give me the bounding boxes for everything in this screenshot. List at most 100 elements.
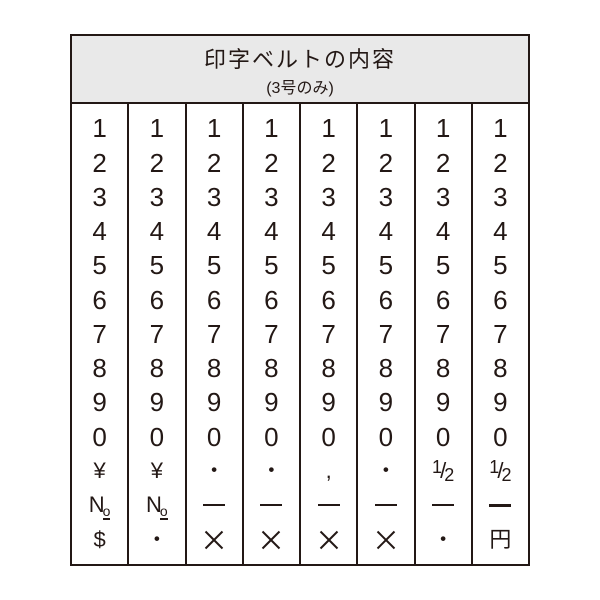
dash-icon [375, 504, 397, 506]
belt-cell: 8 [244, 352, 299, 385]
belt-cell: , [301, 455, 356, 488]
belt-cell: 2 [72, 146, 127, 179]
belt-cell: 0 [244, 420, 299, 453]
belt-cell: 6 [301, 283, 356, 316]
belt-cell: 2 [244, 146, 299, 179]
belt-cell [187, 489, 242, 522]
belt-cell: 6 [416, 283, 471, 316]
belt-cell: ・ [358, 455, 413, 488]
belt-cell: 1 [129, 112, 184, 145]
belt-cell: ・ [129, 523, 184, 556]
belt-cell [416, 489, 471, 522]
belt-cell: ・ [416, 523, 471, 556]
belt-content-table: 印字ベルトの内容 (3号のみ) 1234567890¥No$1234567890… [70, 34, 530, 566]
belt-cell: 7 [416, 318, 471, 351]
belt-cell: 4 [473, 215, 528, 248]
belt-cell: 5 [416, 249, 471, 282]
belt-cell: 7 [72, 318, 127, 351]
belt-cell: 1/2 [473, 455, 528, 488]
belt-cell: ・ [187, 455, 242, 488]
table-title: 印字ベルトの内容 [72, 42, 528, 74]
belt-cell [473, 489, 528, 522]
belt-cell: 7 [301, 318, 356, 351]
belt-cell: 4 [244, 215, 299, 248]
belt-cell: 1/2 [416, 455, 471, 488]
cross-icon [319, 530, 339, 550]
belt-cell: 1 [473, 112, 528, 145]
belt-cell [301, 523, 356, 556]
belt-cell: 4 [301, 215, 356, 248]
belt-cell: 8 [416, 352, 471, 385]
belt-cell: 0 [187, 420, 242, 453]
belt-cell [244, 489, 299, 522]
no-symbol: No [146, 491, 168, 521]
belt-cell: 3 [301, 181, 356, 214]
belt-cell: 6 [244, 283, 299, 316]
belt-cell: 9 [244, 386, 299, 419]
dash-icon [432, 504, 454, 506]
belt-cell: 9 [72, 386, 127, 419]
belt-cell: 0 [301, 420, 356, 453]
belt-cell: 5 [72, 249, 127, 282]
belt-cell: 4 [129, 215, 184, 248]
belt-cell: 7 [473, 318, 528, 351]
belt-cell: 2 [473, 146, 528, 179]
belt-cell: 5 [187, 249, 242, 282]
belt-cell [358, 489, 413, 522]
belt-cell: 5 [301, 249, 356, 282]
belt-cell [301, 489, 356, 522]
belt-cell: 7 [358, 318, 413, 351]
belt-cell: 2 [358, 146, 413, 179]
belt-cell: 6 [129, 283, 184, 316]
belt-cell: 6 [187, 283, 242, 316]
belt-column: 1234567890・ [244, 104, 301, 564]
dash-icon [318, 504, 340, 506]
table-header: 印字ベルトの内容 (3号のみ) [72, 36, 528, 104]
belt-cell: 6 [358, 283, 413, 316]
belt-cell: 6 [473, 283, 528, 316]
belt-cell: 8 [187, 352, 242, 385]
belt-cell: 4 [187, 215, 242, 248]
belt-column: 1234567890¥No$ [72, 104, 129, 564]
belt-cell: 3 [473, 181, 528, 214]
dash-icon [260, 504, 282, 506]
belt-cell: 2 [301, 146, 356, 179]
belt-cell: 6 [72, 283, 127, 316]
belt-cell: 8 [473, 352, 528, 385]
belt-cell: 3 [244, 181, 299, 214]
belt-cell [244, 523, 299, 556]
belt-cell: 4 [358, 215, 413, 248]
belt-cell: 8 [129, 352, 184, 385]
belt-cell [358, 523, 413, 556]
belt-cell: 3 [416, 181, 471, 214]
belt-cell: $ [72, 523, 127, 556]
belt-cell: 5 [473, 249, 528, 282]
belt-cell: 1 [72, 112, 127, 145]
belt-cell: 8 [72, 352, 127, 385]
belt-column: 1234567890¥No・ [129, 104, 186, 564]
belt-grid: 1234567890¥No$1234567890¥No・1234567890・1… [72, 104, 528, 564]
belt-cell: 9 [129, 386, 184, 419]
belt-cell: 0 [72, 420, 127, 453]
belt-cell: 8 [358, 352, 413, 385]
belt-cell: 2 [129, 146, 184, 179]
belt-cell: 2 [187, 146, 242, 179]
belt-cell: 5 [129, 249, 184, 282]
dash-icon [489, 504, 511, 507]
belt-cell: No [129, 489, 184, 522]
belt-column: 12345678901/2・ [416, 104, 473, 564]
table-subtitle: (3号のみ) [72, 74, 528, 98]
belt-cell: 3 [129, 181, 184, 214]
belt-cell [187, 523, 242, 556]
belt-cell: 0 [358, 420, 413, 453]
belt-cell: 9 [358, 386, 413, 419]
belt-column: 1234567890, [301, 104, 358, 564]
belt-cell: 1 [244, 112, 299, 145]
half-fraction: 1/2 [489, 460, 511, 482]
belt-cell: ・ [244, 455, 299, 488]
belt-cell: ¥ [72, 455, 127, 488]
belt-cell: 3 [187, 181, 242, 214]
belt-cell: No [72, 489, 127, 522]
belt-cell: 4 [416, 215, 471, 248]
belt-cell: 9 [416, 386, 471, 419]
